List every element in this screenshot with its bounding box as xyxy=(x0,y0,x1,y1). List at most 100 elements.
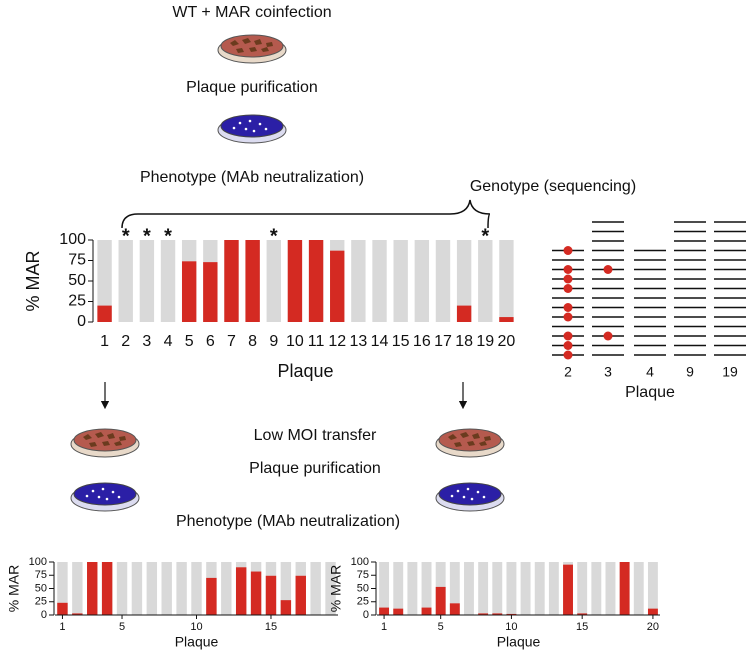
x-axis-label: Plaque xyxy=(497,634,541,650)
dish xyxy=(217,114,287,144)
bar xyxy=(456,305,472,322)
bar xyxy=(647,608,658,615)
bar-background xyxy=(407,562,418,615)
step-label: WT + MAR coinfection xyxy=(172,4,331,21)
bar-background xyxy=(534,562,545,615)
x-tick-label: 10 xyxy=(286,333,304,350)
x-tick-label: 19 xyxy=(722,364,738,380)
x-tick-label: 4 xyxy=(646,364,654,380)
bar-background xyxy=(57,562,68,615)
annotation: * xyxy=(122,225,130,247)
bar-background xyxy=(478,562,489,615)
bar-background xyxy=(520,562,531,615)
bar xyxy=(449,603,460,615)
x-tick-label: 15 xyxy=(265,621,277,633)
x-tick-label: 5 xyxy=(185,333,194,350)
bar-background xyxy=(435,240,451,322)
bar-background xyxy=(160,240,176,322)
mutation xyxy=(563,341,573,350)
x-tick-label: 9 xyxy=(269,333,278,350)
bar-background xyxy=(221,562,232,615)
x-tick-label: 2 xyxy=(564,364,572,380)
y-tick-label: 25 xyxy=(35,596,47,608)
bar-background xyxy=(577,562,588,615)
x-tick-label: 15 xyxy=(576,621,588,633)
annotation: * xyxy=(270,225,278,247)
mutation xyxy=(563,331,573,341)
x-tick-label: 1 xyxy=(100,333,109,350)
x-tick-label: 12 xyxy=(328,333,346,350)
mutation xyxy=(563,284,573,293)
bar-background xyxy=(310,562,321,615)
bar-background xyxy=(97,240,112,322)
bar xyxy=(97,305,112,322)
y-tick-label: 100 xyxy=(59,231,86,248)
x-tick-label: 20 xyxy=(498,333,516,350)
bar-background xyxy=(456,240,472,322)
mutation xyxy=(603,331,613,341)
bar xyxy=(57,602,68,615)
y-axis-label: % MAR xyxy=(328,565,344,612)
bar-background xyxy=(131,562,143,615)
bar-background xyxy=(351,240,366,322)
bar-background xyxy=(325,562,336,615)
bar xyxy=(478,613,489,615)
bar-background xyxy=(118,240,133,322)
x-tick-label: 18 xyxy=(455,333,473,350)
step-label: Low MOI transfer xyxy=(254,427,377,444)
y-tick-label: 75 xyxy=(357,569,369,581)
bar xyxy=(203,262,218,322)
step-label: Phenotype (MAb neutralization) xyxy=(140,169,364,186)
bar-background xyxy=(492,562,503,615)
mutation xyxy=(563,246,573,255)
y-tick-label: 25 xyxy=(357,596,369,608)
bar xyxy=(330,250,345,322)
y-tick-label: 25 xyxy=(68,293,86,310)
bar xyxy=(72,613,83,615)
step-label: Phenotype (MAb neutralization) xyxy=(176,513,400,530)
x-tick-label: 10 xyxy=(190,621,202,633)
x-axis-label: Plaque xyxy=(277,361,333,381)
bar-background xyxy=(393,562,404,615)
step-label: Plaque purification xyxy=(249,460,381,477)
y-tick-label: 0 xyxy=(363,609,369,621)
bar xyxy=(224,240,239,322)
bar-background xyxy=(499,240,514,322)
bar xyxy=(245,240,260,322)
bar xyxy=(492,613,503,615)
y-tick-label: 50 xyxy=(357,582,369,594)
x-tick-label: 7 xyxy=(227,333,236,350)
bar xyxy=(206,577,217,615)
y-axis-label: % MAR xyxy=(23,250,43,311)
dish xyxy=(70,428,140,458)
y-tick-label: 100 xyxy=(351,556,369,568)
x-tick-label: 2 xyxy=(121,333,130,350)
bar xyxy=(619,562,630,615)
bar xyxy=(421,607,432,615)
bar-background xyxy=(633,562,644,615)
bar xyxy=(280,600,292,615)
bar-background xyxy=(372,240,387,322)
bar-background xyxy=(647,562,658,615)
x-tick-label: 1 xyxy=(59,621,65,633)
bar-background xyxy=(449,562,460,615)
bar xyxy=(287,240,303,322)
bar-background xyxy=(72,562,83,615)
bar xyxy=(101,562,113,615)
y-tick-label: 75 xyxy=(35,569,47,581)
bar xyxy=(393,608,404,615)
annotation: * xyxy=(143,225,151,247)
bar-background xyxy=(605,562,616,615)
y-tick-label: 100 xyxy=(29,556,47,568)
x-tick-label: 17 xyxy=(434,333,452,350)
bar-background xyxy=(506,562,517,615)
bar xyxy=(250,571,262,615)
bar-background xyxy=(280,562,292,615)
bar-background xyxy=(548,562,559,615)
y-tick-label: 50 xyxy=(68,272,86,289)
bar xyxy=(379,607,390,615)
dish xyxy=(217,34,287,64)
x-tick-label: 5 xyxy=(119,621,125,633)
x-tick-label: 15 xyxy=(392,333,410,350)
mutation xyxy=(563,274,573,284)
